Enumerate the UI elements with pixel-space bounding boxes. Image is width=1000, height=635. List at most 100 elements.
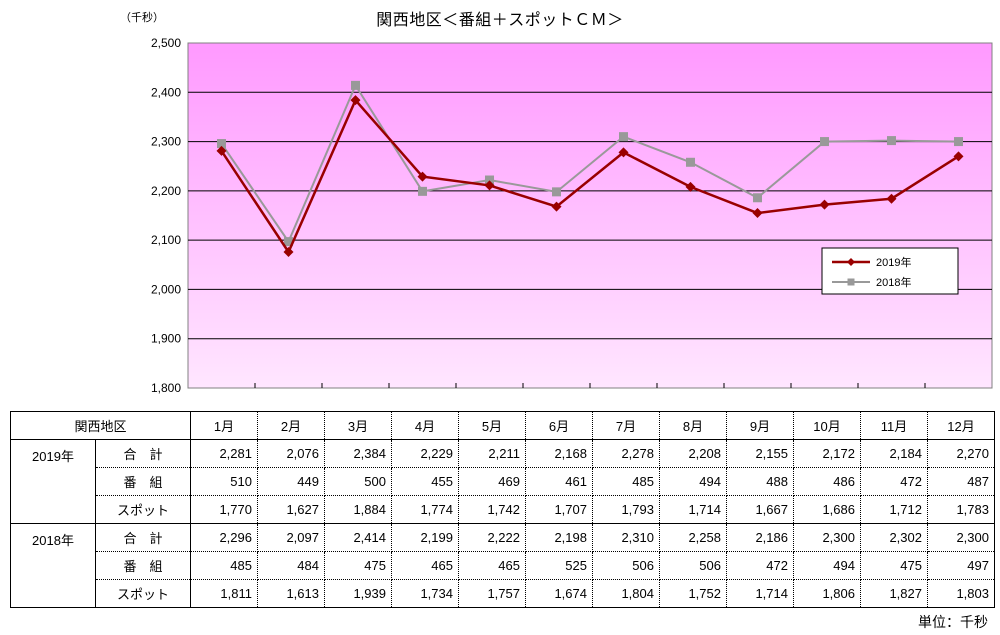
table-cell: 485 [190, 551, 258, 580]
table-cell: 2,296 [190, 523, 258, 552]
table-row-label: 合 計 [95, 523, 191, 552]
data-point [417, 171, 428, 182]
table-cell: 488 [726, 467, 794, 496]
data-point [618, 147, 629, 158]
table-month-header: 11月 [860, 411, 928, 440]
line-chart: 1,800 1,900 2,000 2,100 2,200 2,300 2,400 2,500… [151, 36, 993, 395]
y-axis-unit-label: （千秒） [120, 11, 164, 24]
table-month-header: 10月 [793, 411, 861, 440]
table-row-label: スポット [95, 495, 191, 524]
data-point [686, 157, 695, 167]
data-point [216, 145, 227, 156]
table-cell: 2,172 [793, 439, 861, 468]
legend-box [821, 247, 959, 295]
y-tick-label: 1,800 [151, 381, 181, 395]
table-cell: 1,613 [257, 579, 325, 608]
table-row: 2019年合 計 2,281 2,076 2,384 2,229 2,211 2,168 2,… [10, 439, 995, 524]
table-cell: 1,884 [324, 495, 392, 524]
y-tick-label: 2,100 [151, 233, 181, 247]
table-row: スポット 1,811 1,613 1,939 1,734 1,757 1,674 1,804 1… [11, 579, 995, 608]
table-cell: 1,770 [190, 495, 258, 524]
table-cell: 486 [793, 467, 861, 496]
data-point [887, 136, 896, 146]
legend-label-2019: 2019年 [876, 255, 911, 269]
table-month-header: 9月 [726, 411, 794, 440]
table-cell: 484 [257, 551, 325, 580]
table-cell: 1,806 [793, 579, 861, 608]
table-cell: 506 [659, 551, 727, 580]
data-point [886, 193, 897, 204]
table-cell: 506 [592, 551, 660, 580]
table-cell: 1,712 [860, 495, 928, 524]
y-axis-ticks: 1,800 1,900 2,000 2,100 2,200 2,300 2,400 2,500 [151, 36, 181, 395]
table-month-header: 2月 [257, 411, 325, 440]
table-cell: 1,714 [726, 579, 794, 608]
table-year-cell: 2019年 [10, 439, 96, 524]
table-cell: 2,310 [592, 523, 660, 552]
table-cell: 487 [927, 467, 995, 496]
table-row-label: 番 組 [95, 467, 191, 496]
table-month-header: 12月 [927, 411, 995, 440]
table-cell: 2,302 [860, 523, 928, 552]
data-point [552, 187, 561, 197]
data-point [485, 175, 494, 185]
table-row: スポット 1,770 1,627 1,884 1,774 1,742 1,707 1,793 1… [11, 495, 995, 524]
table-cell: 1,714 [659, 495, 727, 524]
table-cell: 2,184 [860, 439, 928, 468]
table-cell: 2,229 [391, 439, 459, 468]
data-point [954, 137, 963, 147]
table-cell: 2,300 [793, 523, 861, 552]
y-tick-label: 2,300 [151, 135, 181, 149]
data-point [284, 237, 293, 247]
data-point [551, 201, 562, 212]
plot-area [187, 42, 993, 389]
table-cell: 465 [391, 551, 459, 580]
table-year-cell: 2018年 [10, 523, 96, 608]
data-point [753, 193, 762, 203]
table-cell: 1,757 [458, 579, 526, 608]
chart-title: 関西地区＜番組＋スポットＣＭ＞ [376, 10, 624, 29]
table-cell: 465 [458, 551, 526, 580]
table-cell: 485 [592, 467, 660, 496]
data-point [351, 80, 360, 90]
table-month-header: 7月 [592, 411, 660, 440]
table-cell: 500 [324, 467, 392, 496]
table-cell: 472 [726, 551, 794, 580]
table-cell: 2,222 [458, 523, 526, 552]
table-cell: 494 [659, 467, 727, 496]
data-point [819, 199, 830, 210]
table-month-header: 8月 [659, 411, 727, 440]
y-tick-label: 2,500 [151, 36, 181, 50]
table-cell: 497 [927, 551, 995, 580]
table-cell: 449 [257, 467, 325, 496]
data-point [350, 95, 361, 106]
series-line-2018 [220, 83, 959, 244]
table-cell: 2,198 [525, 523, 593, 552]
data-point [283, 246, 294, 257]
data-point [820, 137, 829, 147]
table-cell: 1,811 [190, 579, 258, 608]
data-point [484, 180, 495, 191]
data-point [418, 186, 427, 196]
table-cell: 2,300 [927, 523, 995, 552]
table-cell: 1,742 [458, 495, 526, 524]
table-cell: 1,734 [391, 579, 459, 608]
series-line-2019 [220, 97, 960, 255]
data-point [752, 208, 763, 219]
table-cell: 2,208 [659, 439, 727, 468]
table-cell: 510 [190, 467, 258, 496]
y-tick-label: 1,900 [151, 332, 181, 346]
table-row: 番 組 485 484 475 465 465 525 506 506 472 494 475 497 [11, 551, 995, 580]
table-cell: 1,803 [927, 579, 995, 608]
table-cell: 475 [860, 551, 928, 580]
table-cell: 2,270 [927, 439, 995, 468]
table-cell: 2,168 [525, 439, 593, 468]
data-point [217, 139, 226, 149]
table-cell: 1,707 [525, 495, 593, 524]
table-row-label: 合 計 [95, 439, 191, 468]
data-point [953, 151, 964, 162]
table-cell: 2,211 [458, 439, 526, 468]
table-cell: 2,097 [257, 523, 325, 552]
table-cell: 2,199 [391, 523, 459, 552]
unit-note: 単位：千秒 [918, 615, 988, 631]
